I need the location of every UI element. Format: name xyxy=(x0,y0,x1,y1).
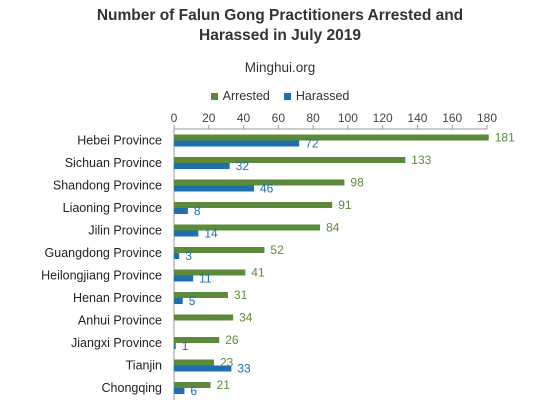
data-label-arrested: 133 xyxy=(411,153,431,167)
category-label: Tianjin xyxy=(126,359,162,373)
x-tick-label: 40 xyxy=(237,111,251,125)
category-label: Jilin Province xyxy=(88,224,162,238)
bar-arrested xyxy=(174,202,333,208)
bar-harassed xyxy=(174,388,185,394)
data-label-harassed: 8 xyxy=(194,204,201,218)
bar-arrested xyxy=(174,179,345,186)
x-tick-label: 60 xyxy=(272,111,286,125)
legend-swatch-arrested xyxy=(210,92,218,100)
legend-item-arrested: Arrested xyxy=(210,89,270,103)
legend-swatch-harassed xyxy=(283,92,291,100)
bar-harassed xyxy=(174,253,180,259)
legend-label-arrested: Arrested xyxy=(222,89,270,103)
chart-title: Number of Falun Gong Practitioners Arres… xyxy=(0,6,560,46)
data-label-arrested: 34 xyxy=(239,311,253,325)
legend-label-harassed: Harassed xyxy=(295,89,350,103)
x-tick-label: 180 xyxy=(477,111,497,125)
x-tick-label: 0 xyxy=(171,111,178,125)
data-label-arrested: 31 xyxy=(234,288,248,302)
data-label-harassed: 11 xyxy=(199,272,212,286)
bar-harassed xyxy=(174,230,199,237)
chart-title-line-2: Harassed in July 2019 xyxy=(199,27,361,44)
x-tick-label: 120 xyxy=(373,111,393,125)
category-label: Guangdong Province xyxy=(45,246,162,260)
category-label: Shandong Province xyxy=(53,179,162,193)
category-label: Hebei Province xyxy=(77,134,162,148)
data-label-harassed: 5 xyxy=(189,294,196,308)
bar-arrested xyxy=(174,247,265,253)
chart-subtitle: Minghui.org xyxy=(244,60,316,75)
bar-arrested xyxy=(174,337,220,343)
category-label: Sichuan Province xyxy=(65,156,162,170)
bar-arrested xyxy=(174,382,211,388)
category-label: Henan Province xyxy=(73,291,162,305)
bar-harassed xyxy=(174,163,230,169)
chart-title-line-1: Number of Falun Gong Practitioners Arres… xyxy=(96,7,464,24)
data-label-arrested: 41 xyxy=(251,266,265,280)
category-label: Liaoning Province xyxy=(63,201,162,215)
x-tick-label: 80 xyxy=(306,111,320,125)
data-label-harassed: 14 xyxy=(204,227,218,241)
bar-arrested xyxy=(174,314,234,321)
bar-harassed xyxy=(174,140,300,147)
chart-legend: Arrested Harassed xyxy=(0,89,560,103)
bar-arrested xyxy=(174,359,214,366)
category-label: Chongqing xyxy=(102,381,163,395)
category-label: Jiangxi Province xyxy=(71,336,162,350)
bar-arrested xyxy=(174,157,406,163)
data-label-arrested: 52 xyxy=(270,243,284,257)
bar-harassed xyxy=(174,343,176,349)
data-label-harassed: 46 xyxy=(260,182,274,196)
bar-arrested xyxy=(174,224,321,231)
data-label-arrested: 26 xyxy=(225,333,239,347)
bar-arrested xyxy=(174,134,489,141)
bar-harassed xyxy=(174,298,183,304)
x-tick-label: 140 xyxy=(407,111,427,125)
data-label-arrested: 91 xyxy=(338,198,352,212)
bar-harassed xyxy=(174,185,254,192)
data-label-arrested: 21 xyxy=(217,378,231,392)
data-label-arrested: 181 xyxy=(495,131,515,145)
data-label-harassed: 6 xyxy=(190,384,197,398)
bar-arrested xyxy=(174,292,228,298)
bar-harassed xyxy=(174,275,194,282)
x-tick-label: 100 xyxy=(338,111,358,125)
data-label-harassed: 33 xyxy=(237,362,251,376)
bar-harassed xyxy=(174,208,188,214)
bar-arrested xyxy=(174,269,246,276)
x-tick-label: 20 xyxy=(202,111,216,125)
bar-harassed xyxy=(174,365,232,372)
category-label: Anhui Province xyxy=(78,314,162,328)
data-label-harassed: 72 xyxy=(305,137,319,151)
data-label-arrested: 98 xyxy=(350,176,364,190)
data-label-harassed: 32 xyxy=(236,159,250,173)
x-tick-label: 160 xyxy=(442,111,462,125)
data-label-harassed: 3 xyxy=(185,249,192,263)
legend-item-harassed: Harassed xyxy=(283,89,350,103)
category-label: Heilongjiang Province xyxy=(41,269,162,283)
data-label-harassed: 1 xyxy=(182,339,189,353)
data-label-arrested: 84 xyxy=(326,221,340,235)
